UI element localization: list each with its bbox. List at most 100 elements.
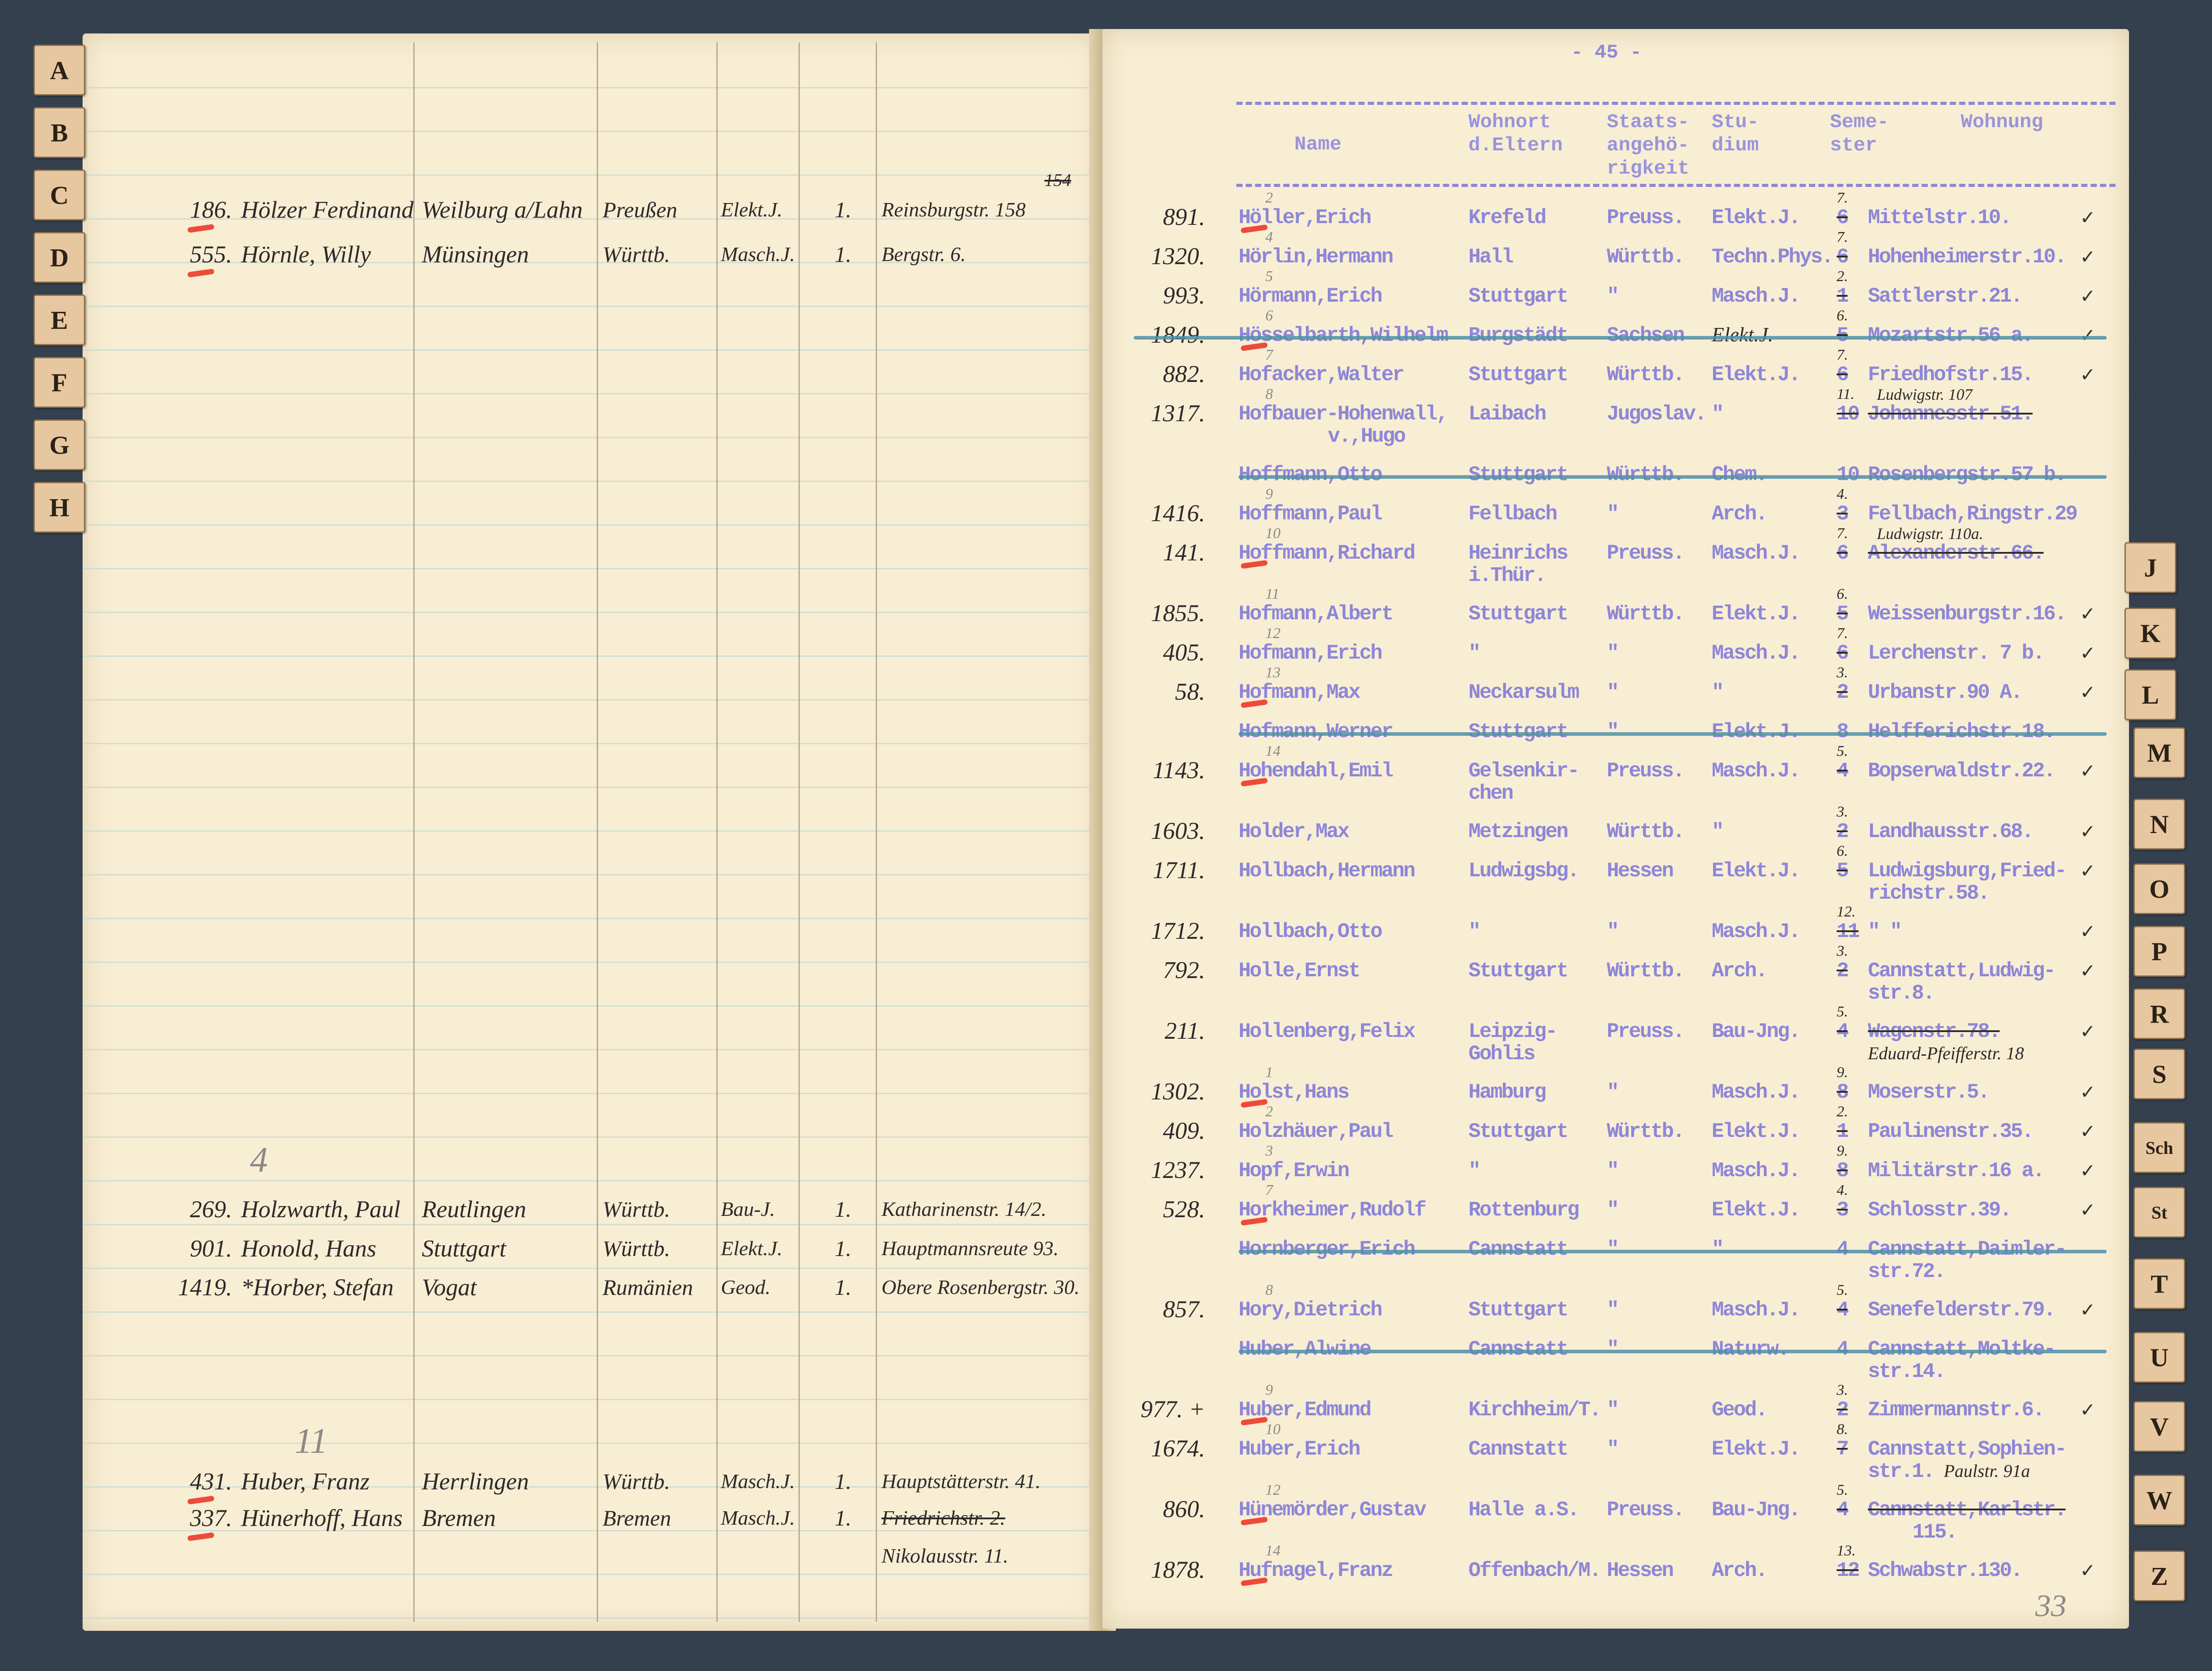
pencil-count: 6 <box>1265 307 1273 324</box>
index-tab-v[interactable]: V <box>2133 1401 2185 1452</box>
row-wohnort: Stuttgart <box>1468 959 1568 983</box>
index-tab-j[interactable]: J <box>2125 542 2176 593</box>
entry-studium: Elekt.J. <box>721 198 782 221</box>
index-tab-p[interactable]: P <box>2133 926 2185 977</box>
check-mark: ✓ <box>2080 285 2096 307</box>
row-name-line2: v.,Hugo <box>1328 425 1406 448</box>
index-tab-e[interactable]: E <box>33 294 85 345</box>
row-semester-old: 2 <box>1837 681 1849 704</box>
index-tab-a[interactable]: A <box>33 45 85 95</box>
index-tab-u[interactable]: U <box>2133 1332 2185 1383</box>
entry-wohnung: Bergstr. 6. <box>881 243 966 265</box>
ruled-line <box>83 874 1100 875</box>
entry-name: Hörnle, Willy <box>241 241 371 268</box>
index-tab-d[interactable]: D <box>33 232 85 283</box>
check-mark: ✓ <box>2080 603 2096 625</box>
check-mark: ✓ <box>2080 821 2096 842</box>
row-wohnort: " <box>1468 642 1481 665</box>
entry-name: *Horber, Stefan <box>241 1274 394 1301</box>
row-wohnort-line2: Gohlis <box>1468 1042 1536 1066</box>
row-name: Horkheimer,Rudolf <box>1239 1198 1426 1222</box>
row-staat: Preuss. <box>1607 542 1685 565</box>
entry-studium: Geod. <box>721 1276 771 1298</box>
row-wohnung: Cannstatt,Moltke- <box>1868 1338 2056 1361</box>
row-number: 528. <box>1163 1196 1206 1223</box>
ruled-line <box>83 306 1100 307</box>
row-semester-old: 6 <box>1837 245 1849 269</box>
index-tab-n[interactable]: N <box>2133 799 2185 850</box>
row-semester-new: 6. <box>1837 307 1848 324</box>
row-semester-old: 2 <box>1837 820 1849 843</box>
row-wohnung: Ludwigsburg,Fried- <box>1868 859 2067 883</box>
row-name: Hory,Dietrich <box>1239 1298 1383 1322</box>
entry-wohnort: Vogat <box>422 1274 477 1301</box>
row-name: Hoffmann,Paul <box>1239 502 1383 526</box>
row-staat: Jugoslav. <box>1607 402 1707 426</box>
entry-number: 901. <box>190 1235 233 1262</box>
row-studium: Naturw. <box>1712 1338 1790 1361</box>
row-name: Hollbach,Otto <box>1239 920 1383 943</box>
row-semester-new: 7. <box>1837 190 1848 206</box>
row-semester-new: 5. <box>1837 743 1848 759</box>
strike-line <box>1134 336 2107 340</box>
index-tab-s[interactable]: S <box>2133 1049 2185 1099</box>
row-staat: Württb. <box>1607 463 1685 486</box>
index-tab-z[interactable]: Z <box>2133 1551 2185 1601</box>
pencil-mark: 11 <box>295 1422 328 1461</box>
row-wohnung: Mozartstr.56 a. <box>1868 324 2034 347</box>
ruled-line <box>83 1574 1100 1575</box>
row-name: Hollenberg,Felix <box>1239 1020 1416 1043</box>
index-tab-o[interactable]: O <box>2133 863 2185 914</box>
strike-line <box>1239 732 2107 736</box>
row-wohnort: Offenbach/M. <box>1468 1559 1601 1582</box>
index-tab-b[interactable]: B <box>33 107 85 158</box>
row-wohnung: " " <box>1868 920 1902 943</box>
row-wohnung-line2: 115. <box>1913 1521 1958 1544</box>
row-wohnung-line2: str.8. <box>1868 982 1935 1005</box>
index-tab-h[interactable]: H <box>33 482 85 533</box>
index-tab-l[interactable]: L <box>2125 669 2176 720</box>
index-tab-g[interactable]: G <box>33 419 85 470</box>
entry-name: Holzwarth, Paul <box>241 1196 401 1223</box>
entry-studium: Masch.J. <box>721 1506 795 1529</box>
index-tab-sch[interactable]: Sch <box>2133 1122 2185 1173</box>
row-semester-new: 3. <box>1837 664 1848 681</box>
index-tab-t[interactable]: T <box>2133 1258 2185 1309</box>
row-studium: Elekt.J. <box>1712 720 1801 743</box>
row-staat: " <box>1607 642 1619 665</box>
row-wohnort: Cannstatt <box>1468 1438 1568 1461</box>
row-number: 1317. <box>1151 400 1206 427</box>
row-staat: Württb. <box>1607 602 1685 626</box>
entry-wohnort: Herrlingen <box>422 1468 529 1495</box>
entry-wohnung: Reinsburgstr. 158 <box>881 198 1026 221</box>
row-semester-old: 10 <box>1837 463 1860 486</box>
row-number: 211. <box>1164 1017 1206 1044</box>
row-studium: Masch.J. <box>1712 1081 1801 1104</box>
row-studium: Elekt.J. <box>1712 1198 1801 1222</box>
row-number: 1237. <box>1151 1157 1206 1183</box>
index-tab-f[interactable]: F <box>33 357 85 408</box>
row-wohnung: Mittelstr.10. <box>1868 206 2012 229</box>
row-wohnung-line2: str.1. <box>1868 1460 1935 1483</box>
ruled-line <box>83 1399 1100 1400</box>
check-mark: ✓ <box>2080 760 2096 782</box>
row-wohnung-handwritten: Ludwigstr. 107 <box>1877 386 1973 403</box>
index-tab-w[interactable]: W <box>2133 1475 2185 1526</box>
index-tab-m[interactable]: M <box>2133 727 2185 778</box>
row-wohnort: Neckarsulm <box>1468 681 1580 704</box>
row-studium: Geod. <box>1712 1398 1768 1422</box>
row-semester-new: 9. <box>1837 1064 1848 1081</box>
index-tab-k[interactable]: K <box>2125 608 2176 659</box>
ruled-line <box>83 349 1100 351</box>
check-mark: ✓ <box>2080 1020 2096 1042</box>
index-tab-r[interactable]: R <box>2133 988 2185 1039</box>
row-name: Hoffmann,Richard <box>1239 542 1416 565</box>
index-tab-st[interactable]: St <box>2133 1187 2185 1238</box>
ruled-line <box>83 218 1100 220</box>
ruled-line <box>83 787 1100 788</box>
row-wohnung: Fellbach,Ringstr.29 <box>1868 502 2078 526</box>
row-semester-old: 2 <box>1837 959 1849 983</box>
row-name: Huber,Erich <box>1239 1438 1361 1461</box>
index-tab-c[interactable]: C <box>33 170 85 220</box>
row-studium: Elekt.J. <box>1712 602 1801 626</box>
